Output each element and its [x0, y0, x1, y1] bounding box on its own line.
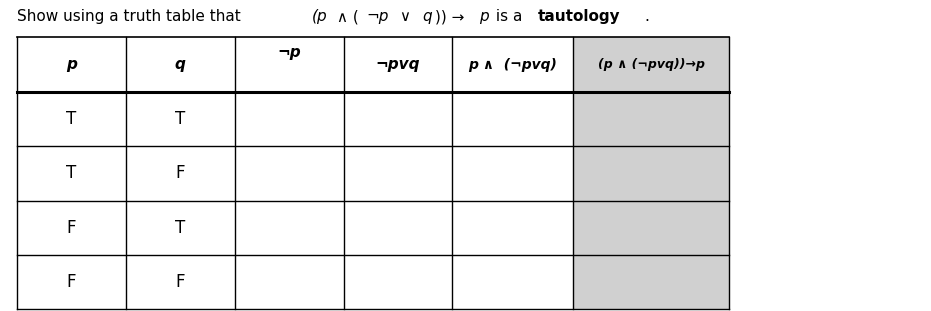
Text: q: q: [423, 9, 432, 24]
Text: T: T: [175, 219, 185, 237]
Text: .: .: [644, 9, 650, 24]
Text: T: T: [66, 165, 76, 182]
Text: p: p: [479, 9, 489, 24]
Text: F: F: [66, 273, 76, 291]
Text: F: F: [66, 219, 76, 237]
Text: ¬p: ¬p: [367, 9, 389, 24]
Text: T: T: [66, 110, 76, 128]
Text: F: F: [175, 165, 185, 182]
Text: (p: (p: [312, 9, 328, 24]
Text: )) →: )) →: [435, 9, 469, 24]
Text: tautology: tautology: [538, 9, 621, 24]
Bar: [573, 37, 729, 309]
Text: is a: is a: [492, 9, 528, 24]
Text: p ∧  (¬pvq): p ∧ (¬pvq): [468, 58, 558, 72]
Text: (p ∧ (¬pvq))→p: (p ∧ (¬pvq))→p: [598, 58, 705, 71]
Text: Show using a truth table that: Show using a truth table that: [17, 9, 246, 24]
Text: ∧ (: ∧ (: [332, 9, 358, 24]
Text: F: F: [175, 273, 185, 291]
Text: ¬p: ¬p: [277, 45, 301, 60]
Text: T: T: [175, 110, 185, 128]
Text: q: q: [175, 57, 185, 72]
Text: ∨: ∨: [396, 9, 416, 24]
Text: p: p: [66, 57, 76, 72]
Text: ¬pvq: ¬pvq: [376, 57, 420, 72]
